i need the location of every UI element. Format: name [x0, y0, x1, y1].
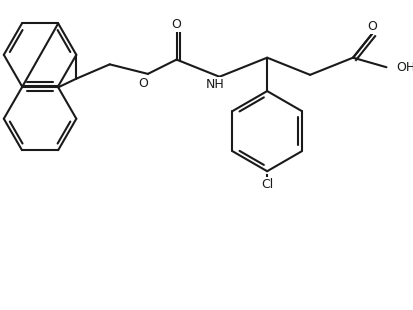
Text: NH: NH: [205, 78, 223, 91]
Text: O: O: [366, 20, 376, 33]
Text: O: O: [171, 18, 181, 31]
Text: O: O: [138, 77, 148, 90]
Text: Cl: Cl: [261, 178, 273, 191]
Text: OH: OH: [395, 61, 413, 74]
